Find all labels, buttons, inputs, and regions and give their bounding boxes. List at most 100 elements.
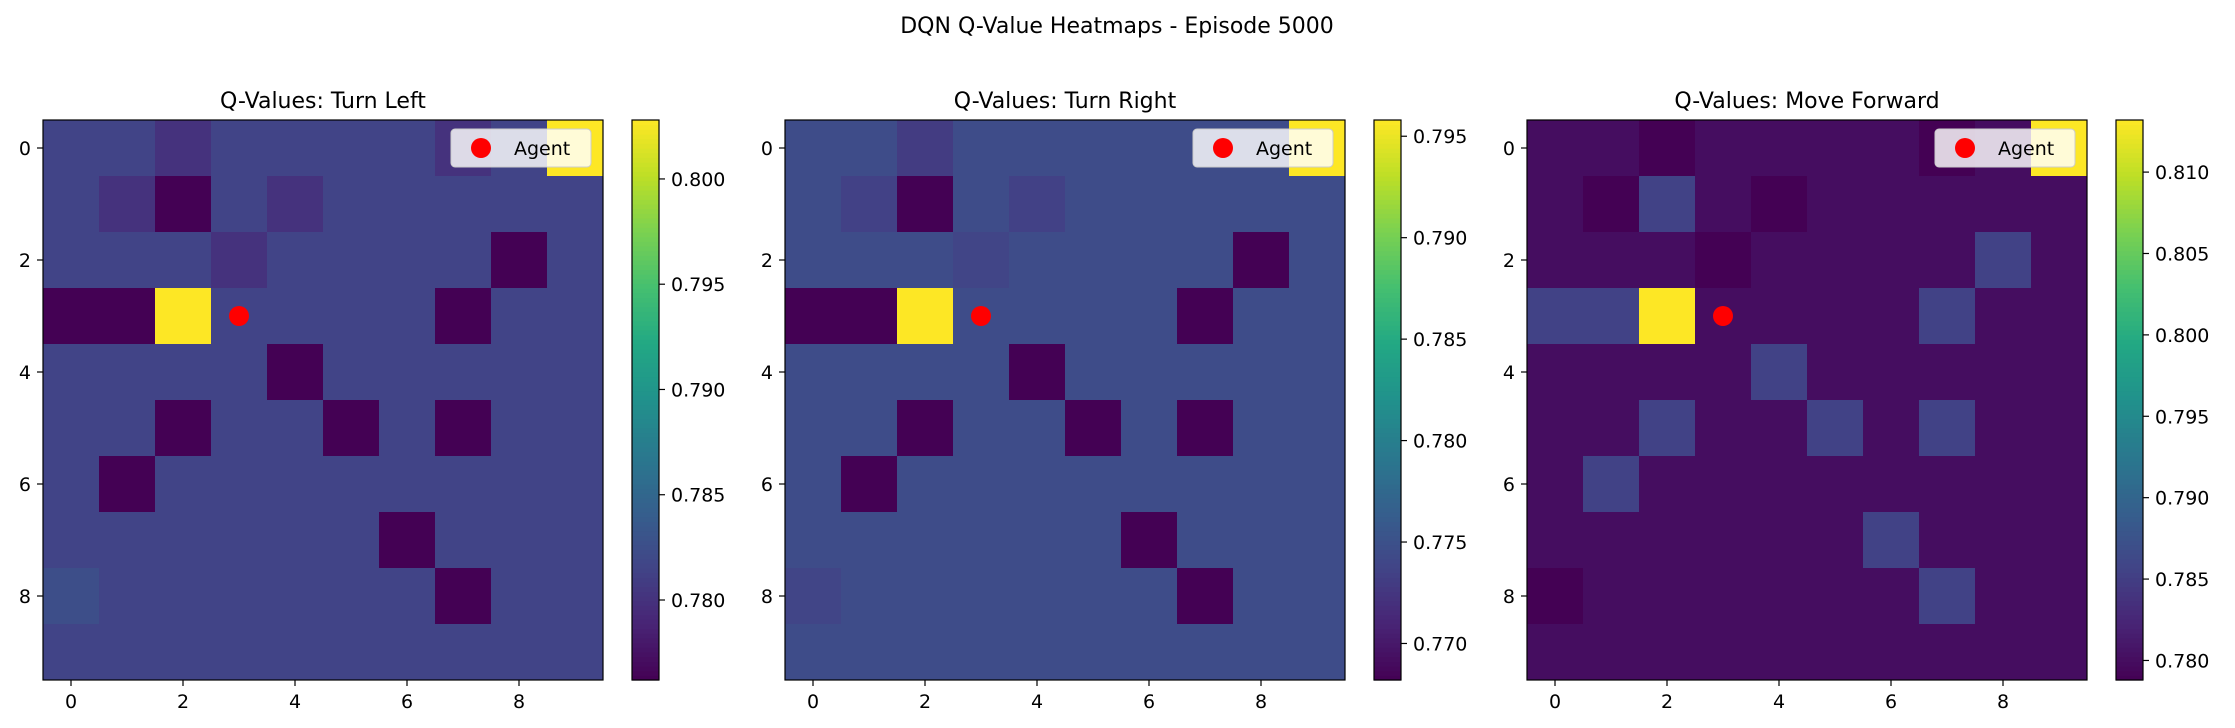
colorbar-segment bbox=[632, 176, 659, 182]
heatmap-cell bbox=[1233, 456, 1290, 513]
heatmap-cell bbox=[1751, 120, 1808, 177]
colorbar-segment bbox=[632, 652, 659, 658]
heatmap-cell bbox=[43, 568, 100, 625]
y-tick-label: 0 bbox=[761, 138, 773, 160]
heatmap-cell bbox=[155, 120, 212, 177]
heatmap-cell bbox=[1751, 624, 1808, 681]
heatmap-cell bbox=[267, 344, 324, 401]
legend-marker bbox=[471, 138, 491, 158]
colorbar-segment bbox=[2116, 479, 2143, 485]
x-tick-label: 8 bbox=[513, 691, 525, 713]
colorbar-segment bbox=[2116, 614, 2143, 620]
heatmap-cell bbox=[1975, 232, 2032, 289]
colorbar-segment bbox=[632, 456, 659, 462]
heatmap-cell bbox=[99, 120, 156, 177]
colorbar-segment bbox=[2116, 362, 2143, 368]
heatmap-cell bbox=[1583, 624, 1640, 681]
heatmap-cell bbox=[841, 232, 898, 289]
heatmap-cell bbox=[1751, 288, 1808, 345]
heatmap-cell bbox=[267, 288, 324, 345]
colorbar-segment bbox=[632, 344, 659, 350]
heatmap-cell bbox=[379, 400, 436, 457]
heatmap-cell bbox=[1527, 288, 1584, 345]
colorbar-segment bbox=[2116, 400, 2143, 406]
heatmap-cell bbox=[491, 512, 548, 569]
heatmap-cell bbox=[1639, 624, 1696, 681]
colorbar-segment bbox=[1374, 498, 1401, 504]
heatmap-cell bbox=[1695, 512, 1752, 569]
colorbar-segment bbox=[632, 232, 659, 238]
colorbar-segment bbox=[1374, 199, 1401, 205]
colorbar-segment bbox=[1374, 190, 1401, 196]
colorbar-segment bbox=[632, 372, 659, 378]
heatmap-cell bbox=[1233, 344, 1290, 401]
heatmap-cell bbox=[1863, 624, 1920, 681]
colorbar-segment bbox=[632, 614, 659, 620]
colorbar-segment bbox=[2116, 633, 2143, 639]
heatmap-cell bbox=[2031, 400, 2088, 457]
colorbar-segment bbox=[632, 404, 659, 410]
legend-label: Agent bbox=[1256, 138, 1312, 160]
y-tick-label: 0 bbox=[19, 138, 31, 160]
heatmap-cell bbox=[1009, 400, 1066, 457]
heatmap-cell bbox=[1919, 176, 1976, 233]
heatmap-cell bbox=[211, 512, 268, 569]
y-tick-label: 4 bbox=[1503, 362, 1515, 384]
x-tick-label: 8 bbox=[1255, 691, 1267, 713]
colorbar-segment bbox=[1374, 451, 1401, 457]
colorbar-segment bbox=[632, 418, 659, 424]
colorbar-segment bbox=[632, 498, 659, 504]
colorbar-segment bbox=[2116, 456, 2143, 462]
colorbar-segment bbox=[632, 572, 659, 578]
colorbar-segment bbox=[1374, 353, 1401, 359]
colorbar-segment bbox=[2116, 600, 2143, 606]
colorbar-segment bbox=[632, 171, 659, 177]
colorbar-segment bbox=[1374, 148, 1401, 154]
heatmap-cell bbox=[155, 624, 212, 681]
heatmap-cell bbox=[1233, 232, 1290, 289]
colorbar-segment bbox=[1374, 442, 1401, 448]
heatmap-cell bbox=[435, 624, 492, 681]
colorbar-segment bbox=[2116, 428, 2143, 434]
y-tick-label: 8 bbox=[1503, 586, 1515, 608]
colorbar-segment bbox=[1374, 554, 1401, 560]
heatmap-cell bbox=[547, 512, 604, 569]
heatmap-cell bbox=[841, 176, 898, 233]
colorbar-segment bbox=[1374, 666, 1401, 672]
heatmap-cell bbox=[1527, 512, 1584, 569]
colorbar-segment bbox=[1374, 376, 1401, 382]
colorbar-segment bbox=[632, 152, 659, 158]
colorbar-segment bbox=[1374, 316, 1401, 322]
colorbar-segment bbox=[1374, 544, 1401, 550]
colorbar-segment bbox=[632, 339, 659, 345]
colorbar-segment bbox=[2116, 171, 2143, 177]
heatmap-cell bbox=[2031, 624, 2088, 681]
heatmap-cell bbox=[1527, 120, 1584, 177]
colorbar-segment bbox=[632, 442, 659, 448]
colorbar-segment bbox=[1374, 288, 1401, 294]
colorbar-segment bbox=[1374, 171, 1401, 177]
legend: Agent bbox=[450, 128, 592, 168]
colorbar-segment bbox=[1374, 176, 1401, 182]
legend: Agent bbox=[1192, 128, 1334, 168]
heatmap-cell bbox=[491, 624, 548, 681]
colorbar-segment bbox=[1374, 582, 1401, 588]
heatmap-cell bbox=[1919, 512, 1976, 569]
heatmap-cell bbox=[379, 176, 436, 233]
heatmap-cell bbox=[1919, 232, 1976, 289]
colorbar-segment bbox=[632, 666, 659, 672]
heatmap-cell bbox=[1121, 232, 1178, 289]
heatmap-cell bbox=[1177, 624, 1234, 681]
colorbar-segment bbox=[1374, 456, 1401, 462]
colorbar-segment bbox=[2116, 563, 2143, 569]
heatmap-cell bbox=[379, 512, 436, 569]
colorbar-segment bbox=[632, 204, 659, 210]
heatmap-cell bbox=[1807, 512, 1864, 569]
colorbar-segment bbox=[2116, 535, 2143, 541]
colorbar-segment bbox=[632, 446, 659, 452]
heatmap-cell bbox=[2031, 344, 2088, 401]
colorbar-segment bbox=[1374, 619, 1401, 625]
heatmap-cell bbox=[99, 344, 156, 401]
colorbar-segment bbox=[1374, 675, 1401, 681]
heatmap-cell bbox=[211, 400, 268, 457]
